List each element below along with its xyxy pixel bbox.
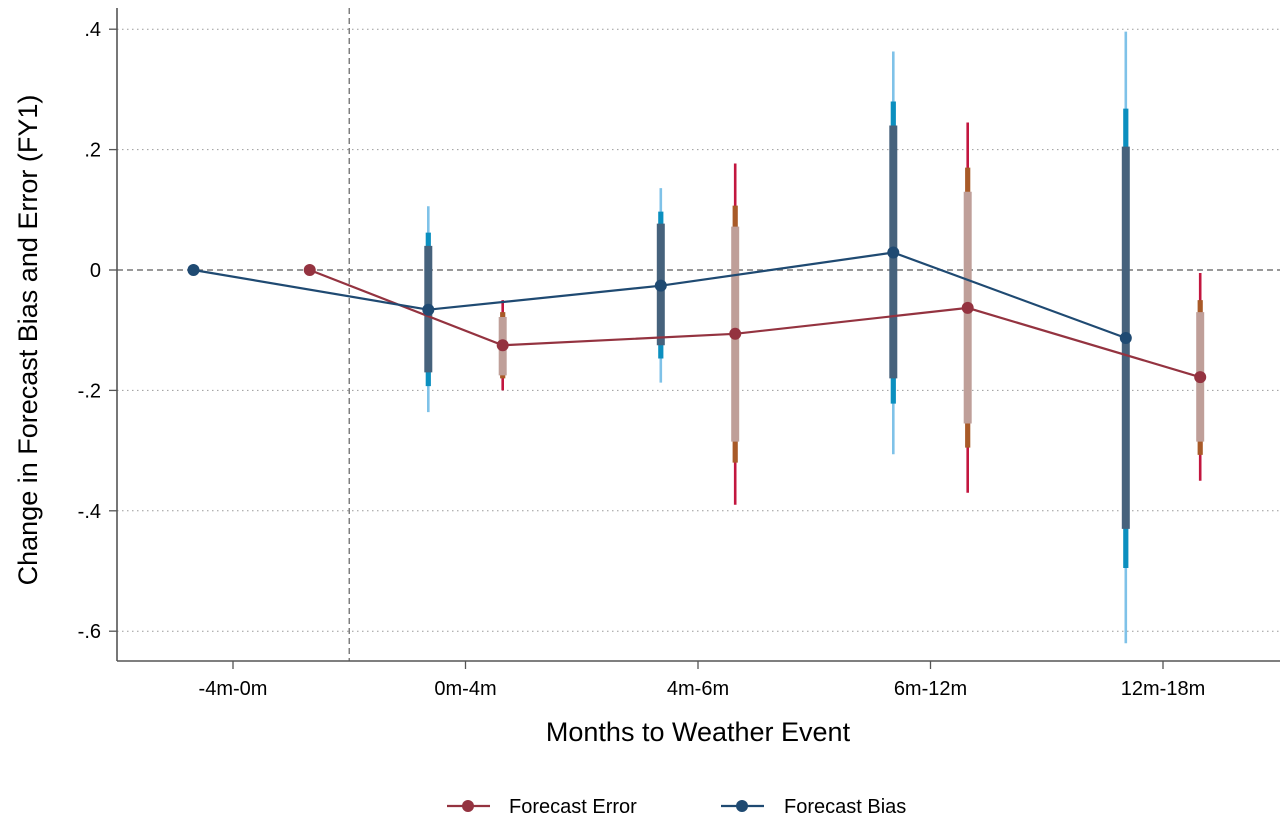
legend-label-forecast-bias: Forecast Bias (784, 796, 906, 818)
x-tick-label: 0m-4m (434, 678, 496, 700)
data-point (187, 264, 200, 276)
legend-swatch-marker (462, 800, 474, 812)
x-tick-label: 12m-18m (1121, 678, 1205, 700)
series-line (309, 268, 1201, 379)
y-tick-label: -.6 (78, 621, 101, 643)
data-point (729, 327, 742, 340)
legend-swatch-marker (736, 800, 748, 812)
y-tick-label: .4 (84, 19, 101, 41)
series-lines (187, 246, 1207, 384)
data-point (1119, 332, 1132, 345)
axes (109, 8, 1280, 669)
y-tick-label: -.4 (78, 501, 101, 523)
legend: Forecast Error Forecast Bias (447, 796, 906, 818)
data-point (887, 246, 900, 259)
x-tick-label: 4m-6m (667, 678, 729, 700)
y-axis-title: Change in Forecast Bias and Error (FY1) (13, 95, 43, 586)
data-point (1194, 371, 1207, 384)
confidence-intervals (424, 31, 1205, 644)
data-point (496, 339, 509, 352)
legend-label-forecast-error: Forecast Error (509, 796, 637, 818)
data-point (961, 301, 974, 314)
legend-item-forecast-error: Forecast Error (447, 796, 637, 818)
grid-layer (117, 28, 1280, 632)
data-point (303, 264, 316, 276)
legend-item-forecast-bias: Forecast Bias (721, 796, 906, 818)
y-tick-label: .2 (84, 140, 101, 162)
x-axis-title: Months to Weather Event (546, 717, 851, 747)
data-point (654, 279, 667, 292)
y-tick-label: 0 (90, 260, 101, 282)
tick-labels: .4 .2 0 -.2 -.4 -.6 -4m-0m 0m-4m 4m-6m 6m-12m 12m-… (78, 19, 1206, 700)
x-tick-label: -4m-0m (199, 678, 268, 700)
data-point (422, 303, 435, 316)
x-tick-label: 6m-12m (894, 678, 967, 700)
reference-lines (117, 8, 1280, 661)
y-tick-label: -.2 (78, 380, 101, 402)
